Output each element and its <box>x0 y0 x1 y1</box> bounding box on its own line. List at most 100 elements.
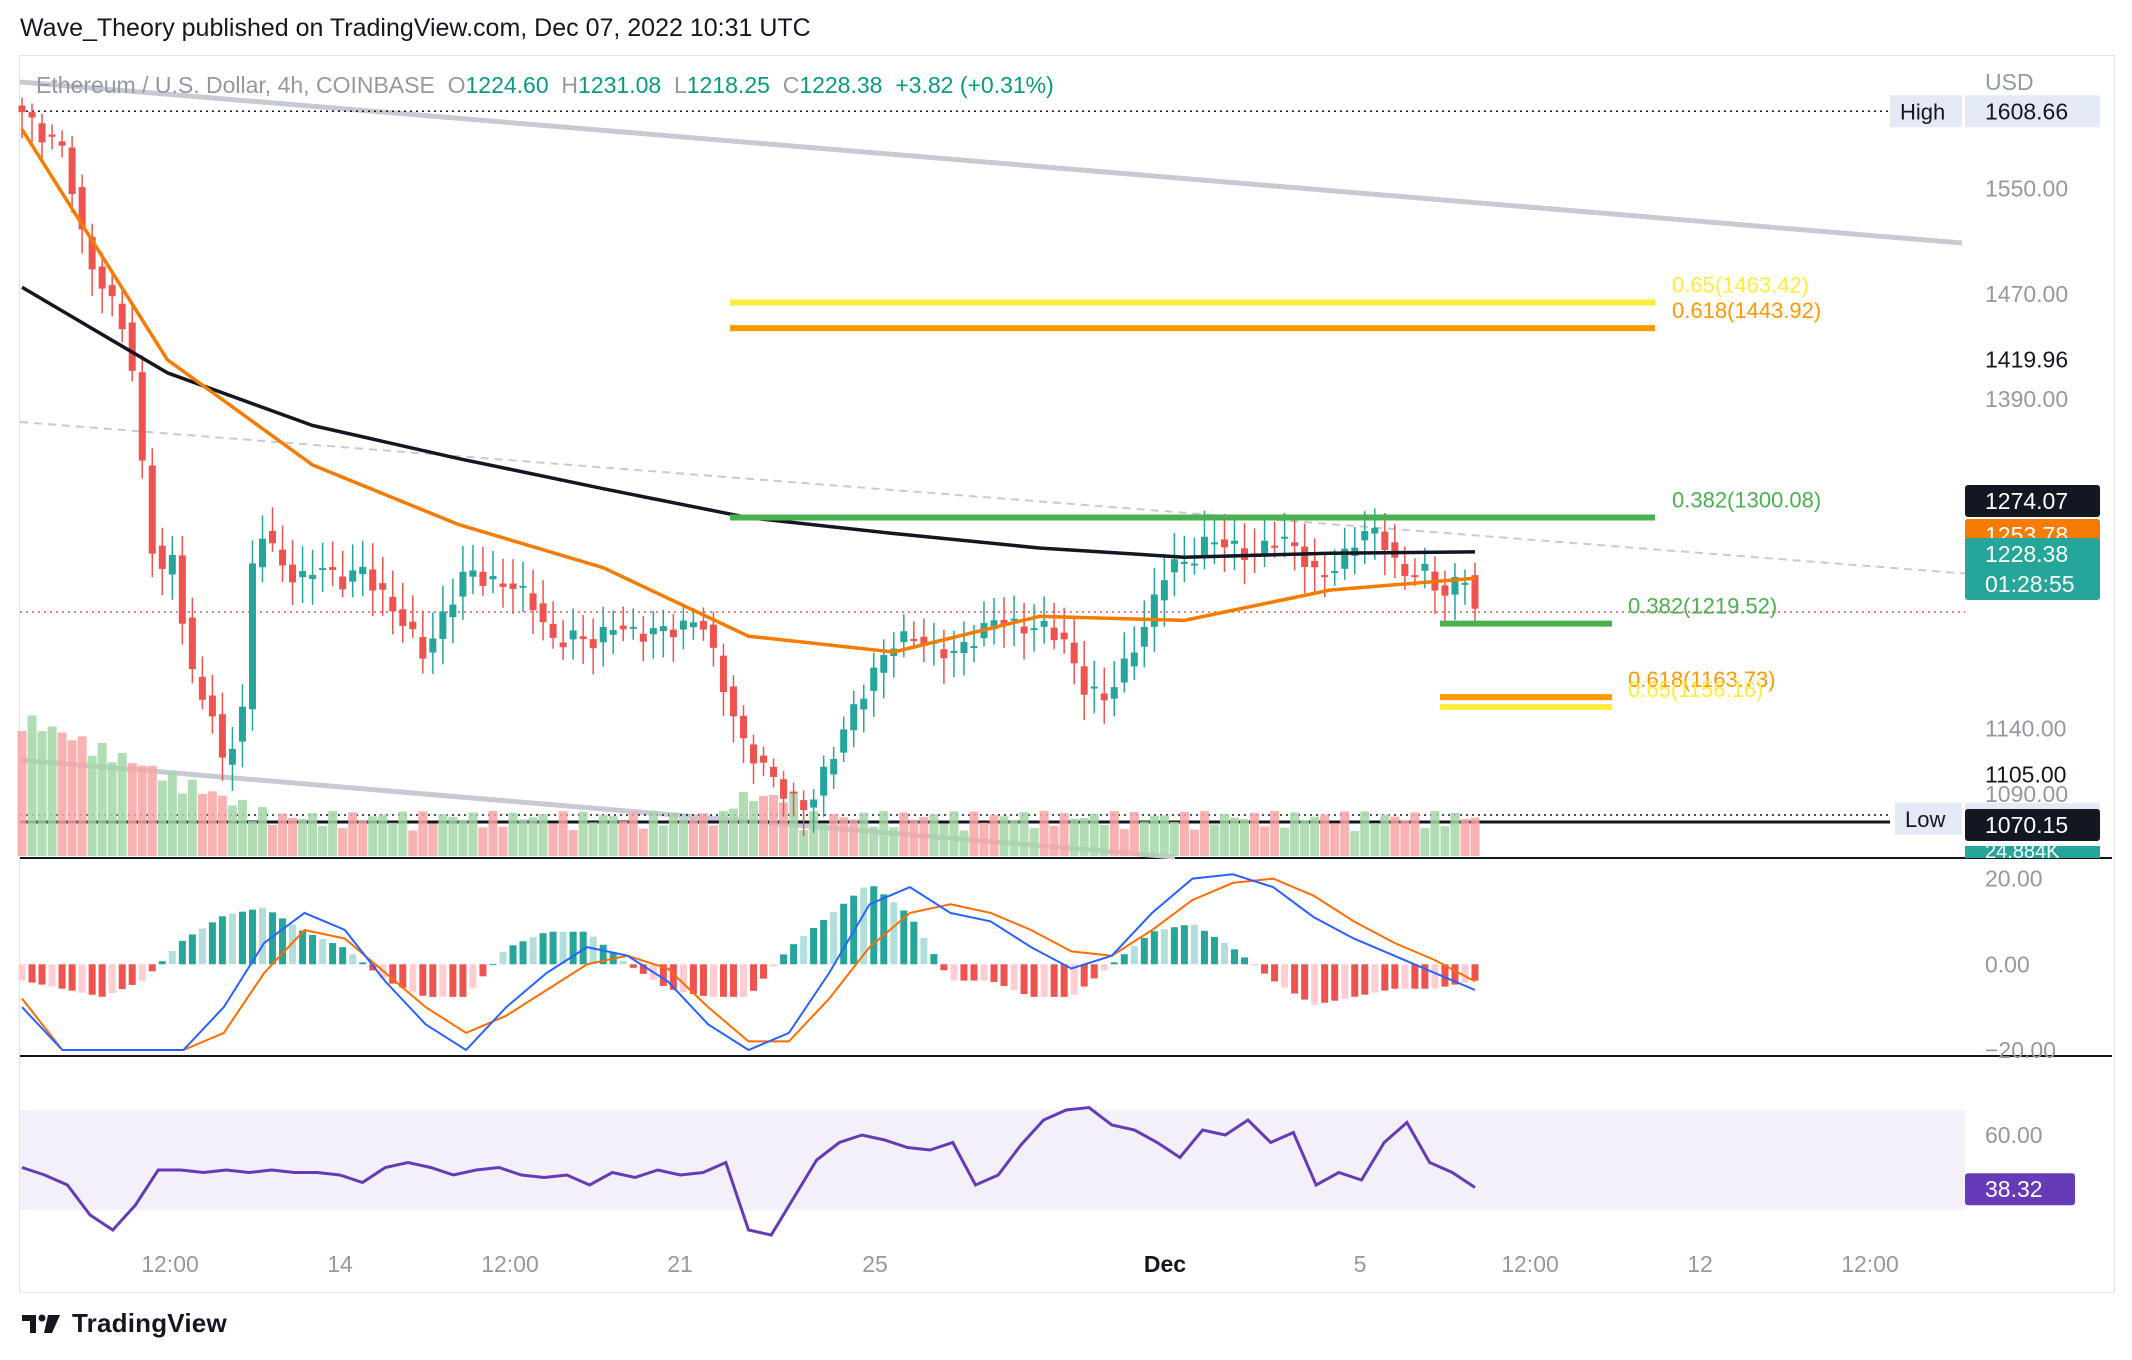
macd-histogram-bar <box>569 931 577 965</box>
macd-tick-label: 20.00 <box>1985 866 2043 892</box>
volume-bar <box>87 755 97 856</box>
volume-bar <box>338 828 348 856</box>
volume-bar <box>969 811 979 856</box>
macd-histogram-bar <box>1241 957 1249 965</box>
countdown-label: 01:28:55 <box>1985 571 2075 597</box>
time-tick-label: 12:00 <box>141 1251 199 1277</box>
volume-bar <box>1410 812 1420 856</box>
volume-bar <box>458 819 468 856</box>
volume-bar <box>578 811 588 856</box>
high-marker-label: High <box>1900 99 1945 124</box>
volume-bar <box>278 813 288 856</box>
candle-body <box>1441 585 1449 596</box>
candle-body <box>1271 545 1279 548</box>
volume-bar <box>799 830 809 856</box>
rsi-value-label: 38.32 <box>1985 1176 2043 1202</box>
candle-body <box>599 627 607 643</box>
candle-body <box>880 655 888 673</box>
symbol-label[interactable]: Ethereum / U.S. Dollar, 4h, COINBASE <box>36 72 435 98</box>
macd-histogram-bar <box>1421 964 1429 989</box>
macd-histogram-bar <box>739 964 747 997</box>
high-value: 1231.08 <box>578 72 662 98</box>
macd-histogram-bar <box>529 937 537 965</box>
candle-body <box>68 147 76 195</box>
candle-body <box>1471 575 1479 609</box>
volume-bar <box>468 812 478 856</box>
volume-bar <box>718 811 728 856</box>
macd-histogram-bar <box>1140 938 1148 965</box>
macd-histogram-bar <box>38 964 46 985</box>
open-value: 1224.60 <box>465 72 549 98</box>
volume-bar <box>448 816 458 856</box>
volume-bar <box>1209 824 1219 856</box>
fib-level-label: 0.65(1463.42) <box>1672 272 1809 297</box>
volume-bar <box>508 812 518 856</box>
macd-histogram-bar <box>920 937 928 965</box>
volume-bar <box>488 811 498 856</box>
candle-body <box>950 650 958 653</box>
macd-histogram-bar <box>1371 964 1379 993</box>
volume-bar <box>1350 830 1360 856</box>
volume-bar <box>1250 812 1260 856</box>
candle-body <box>760 755 768 763</box>
volume-bar <box>518 819 528 856</box>
macd-histogram-bar <box>1230 949 1239 965</box>
volume-bar <box>37 731 47 856</box>
volume-bar <box>849 819 859 856</box>
macd-histogram-bar <box>1180 925 1188 965</box>
volume-bar <box>17 731 27 856</box>
candle-body <box>1140 626 1148 647</box>
volume-bar <box>1370 823 1380 856</box>
macd-pane: 20.00 0.00 −20.00 <box>18 866 2056 1063</box>
low-label: L <box>673 72 687 98</box>
volume-bar <box>769 795 779 856</box>
candle-body <box>1311 560 1319 568</box>
volume-bar <box>1039 811 1049 856</box>
candle-body <box>439 611 447 639</box>
volume-bar <box>839 817 849 856</box>
candle-body <box>1190 563 1198 566</box>
candle-body <box>569 630 577 640</box>
macd-histogram-bar <box>499 952 507 965</box>
macd-histogram-bar <box>238 911 246 965</box>
volume-bar <box>738 792 748 856</box>
candle-body <box>1451 577 1459 595</box>
volume-bar <box>408 830 418 856</box>
volume-bar <box>67 740 77 856</box>
candle-body <box>639 633 647 642</box>
candle-body <box>138 372 146 461</box>
candle-body <box>669 629 677 638</box>
macd-histogram-bar <box>1441 964 1449 987</box>
volume-bar <box>678 818 688 856</box>
macd-histogram-bar <box>1401 964 1409 989</box>
macd-histogram-bar <box>108 964 116 994</box>
tradingview-brand[interactable]: TradingView <box>72 1308 227 1338</box>
macd-histogram-bar <box>28 964 36 983</box>
candle-body <box>1301 546 1309 568</box>
rsi-band <box>20 1110 1965 1210</box>
time-tick-label: 12 <box>1687 1251 1713 1277</box>
candle-body <box>1020 626 1028 634</box>
high-marker-bg <box>1890 95 1962 128</box>
macd-histogram-bar <box>389 964 397 984</box>
volume-bar <box>1109 811 1119 856</box>
time-axis: 12:00 14 12:00 21 25 Dec 5 12:00 12 12:00 <box>141 1251 1899 1277</box>
tradingview-logo-icon[interactable] <box>22 1313 62 1335</box>
volume-bar <box>117 752 127 856</box>
candle-body <box>990 620 998 630</box>
volume-bar <box>1029 828 1039 856</box>
macd-histogram-bar <box>810 928 818 965</box>
candle-body <box>18 105 26 113</box>
volume-bar <box>1169 821 1179 856</box>
macd-histogram-bar <box>1190 924 1198 965</box>
volume-bar <box>358 820 368 856</box>
macd-histogram-bar <box>1010 964 1018 991</box>
volume-bar <box>959 830 969 856</box>
macd-histogram-bar <box>790 944 798 965</box>
macd-histogram-bar <box>1291 964 1299 994</box>
macd-histogram-bar <box>479 964 487 977</box>
volume-bar <box>187 779 197 856</box>
macd-histogram-bar <box>1210 936 1218 965</box>
volume-bar <box>548 824 558 856</box>
